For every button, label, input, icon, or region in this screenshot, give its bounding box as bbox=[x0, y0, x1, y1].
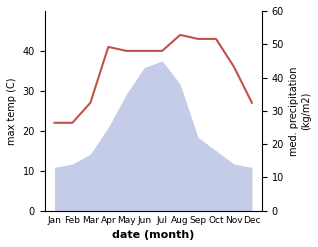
X-axis label: date (month): date (month) bbox=[112, 230, 194, 240]
Y-axis label: med. precipitation
(kg/m2): med. precipitation (kg/m2) bbox=[289, 66, 311, 156]
Y-axis label: max temp (C): max temp (C) bbox=[7, 77, 17, 144]
